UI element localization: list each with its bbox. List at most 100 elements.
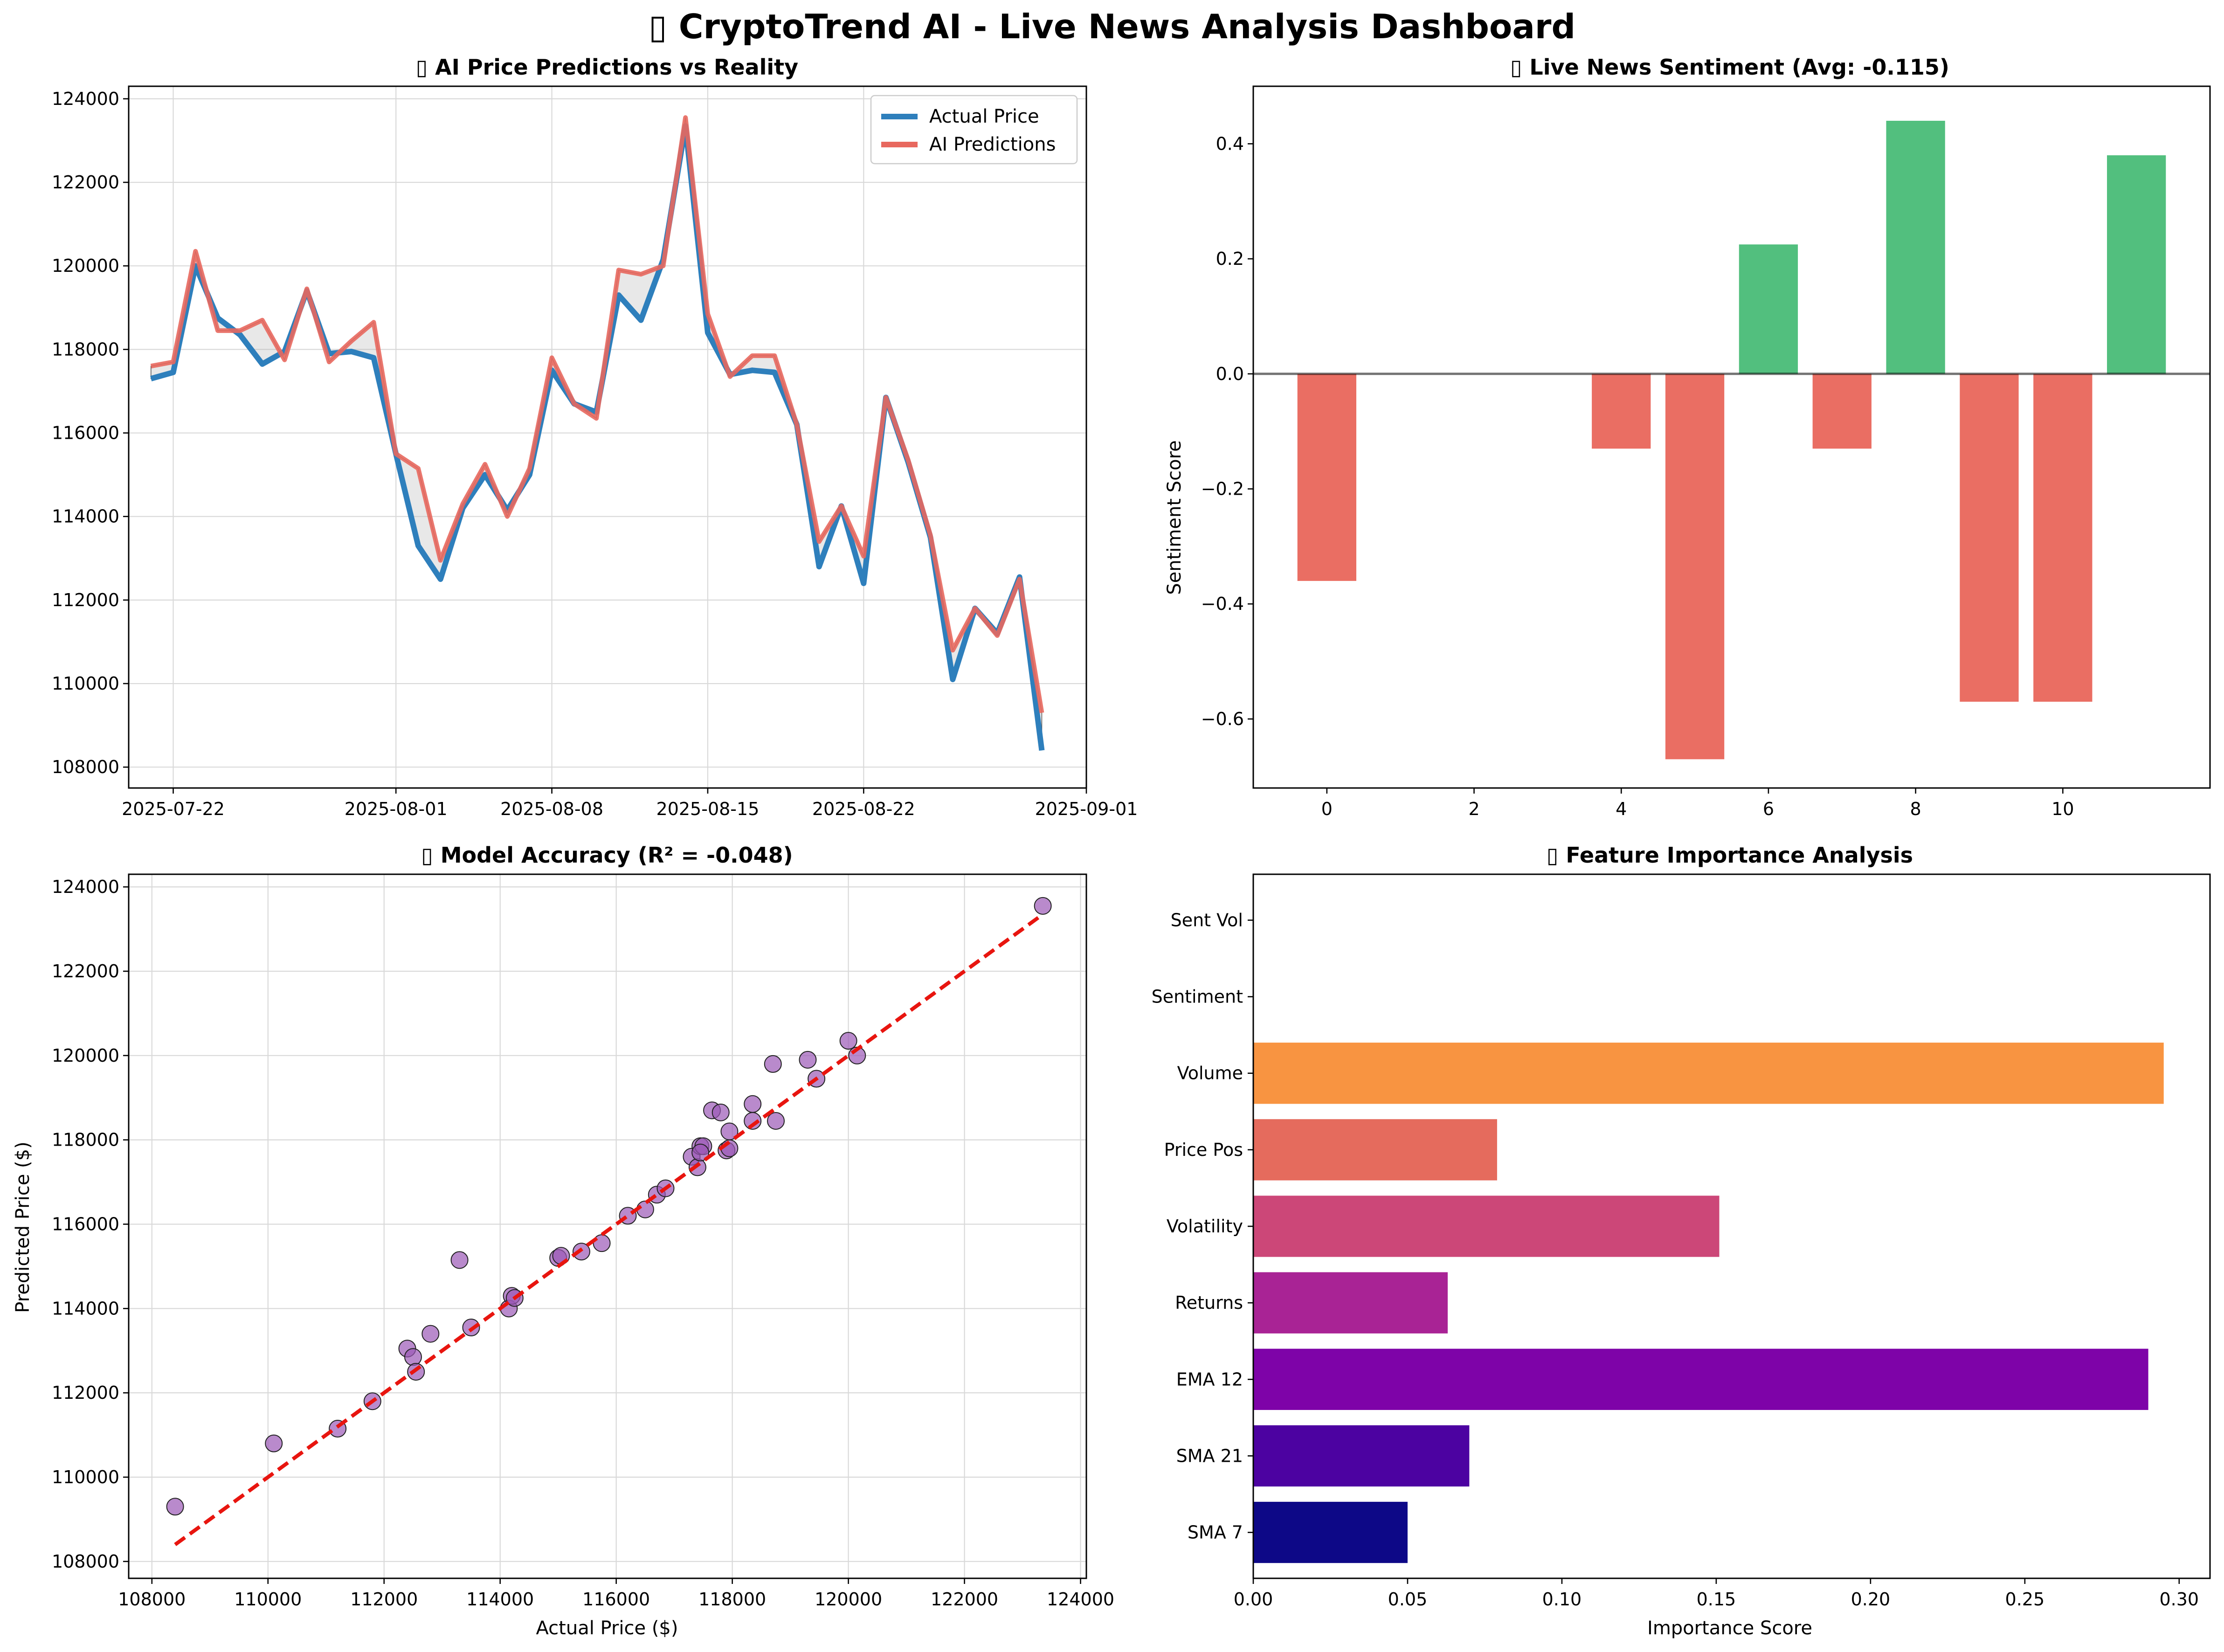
price-ytick-label: 114000 — [52, 506, 119, 527]
price-xtick-label: 2025-08-01 — [345, 799, 448, 819]
legend-actual-label: Actual Price — [929, 106, 1039, 127]
feature-category-label: Returns — [1175, 1293, 1243, 1313]
accuracy-ylabel: Predicted Price ($) — [12, 1141, 34, 1313]
price-xtick-label: 2025-08-08 — [500, 799, 603, 819]
price-plot-frame — [128, 85, 1087, 789]
price-ytick-label: 118000 — [52, 339, 119, 359]
accuracy-ytick-label: 120000 — [52, 1045, 119, 1066]
sentiment-bar — [2107, 155, 2166, 374]
accuracy-point — [1034, 897, 1052, 915]
price-xtick-label: 2025-08-15 — [656, 799, 760, 819]
sentiment-xtick-label: 8 — [1910, 799, 1921, 819]
feature-plot-frame — [1252, 873, 2211, 1579]
feature-bar — [1253, 1425, 1470, 1487]
accuracy-ytick-label: 116000 — [52, 1214, 119, 1234]
sentiment-ytick-label: 0.4 — [1216, 133, 1244, 154]
feature-bar — [1253, 1196, 1720, 1257]
accuracy-point — [450, 1251, 469, 1269]
sentiment-xtick-label: 2 — [1468, 799, 1479, 819]
accuracy-ytick-label: 122000 — [52, 961, 119, 982]
legend-prediction-label: AI Predictions — [929, 134, 1056, 155]
feature-bar — [1253, 1272, 1448, 1334]
price-chart-title: ▯ AI Price Predictions vs Reality — [416, 55, 798, 80]
feature-category-label: Sent Vol — [1171, 910, 1243, 930]
accuracy-xtick-label: 114000 — [466, 1589, 534, 1610]
accuracy-ytick-label: 108000 — [52, 1551, 119, 1572]
feature-category-label: EMA 12 — [1176, 1369, 1243, 1389]
feature-xtick-label: 0.30 — [2160, 1589, 2199, 1610]
accuracy-ytick-label: 112000 — [52, 1382, 119, 1403]
price-ytick-label: 124000 — [52, 89, 119, 109]
feature-bar — [1253, 1043, 2164, 1104]
sentiment-ytick-label: 0.2 — [1216, 249, 1244, 269]
accuracy-xtick-label: 122000 — [931, 1589, 998, 1610]
accuracy-xtick-label: 118000 — [698, 1589, 766, 1610]
accuracy-point — [593, 1234, 611, 1252]
sentiment-ytick-label: −0.6 — [1201, 709, 1244, 729]
feature-category-label: Volatility — [1167, 1216, 1243, 1237]
feature-xtick-label: 0.20 — [1851, 1589, 1891, 1610]
sentiment-ytick-label: 0.0 — [1216, 364, 1244, 384]
accuracy-ytick-label: 118000 — [52, 1130, 119, 1150]
sentiment-chart: ▯ Live News Sentiment (Avg: -0.115) Sent… — [1164, 55, 2211, 819]
accuracy-ytick-label: 114000 — [52, 1298, 119, 1319]
feature-bar — [1253, 1119, 1497, 1181]
sentiment-xtick-label: 4 — [1616, 799, 1627, 819]
accuracy-plot-frame — [128, 873, 1087, 1579]
price-xtick-label: 2025-07-22 — [122, 799, 225, 819]
perfect-fit-line — [174, 912, 1044, 1546]
accuracy-xtick-label: 110000 — [234, 1589, 302, 1610]
price-xtick-label: 2025-08-22 — [812, 799, 915, 819]
feature-category-label: Price Pos — [1164, 1140, 1243, 1160]
feature-category-label: SMA 21 — [1176, 1445, 1243, 1466]
sentiment-bar — [1960, 373, 2019, 702]
feature-category-label: SMA 7 — [1188, 1522, 1243, 1543]
sentiment-bar — [1665, 373, 1725, 760]
sentiment-xtick-label: 10 — [2051, 799, 2074, 819]
accuracy-point — [404, 1348, 422, 1366]
sentiment-chart-title: ▯ Live News Sentiment (Avg: -0.115) — [1510, 55, 1949, 80]
sentiment-ytick-label: −0.2 — [1201, 479, 1244, 499]
price-ytick-label: 122000 — [52, 172, 119, 193]
sentiment-ylabel: Sentiment Score — [1164, 440, 1185, 595]
accuracy-point — [421, 1325, 440, 1343]
feature-xtick-label: 0.05 — [1388, 1589, 1428, 1610]
accuracy-point — [691, 1143, 710, 1161]
sentiment-xtick-label: 0 — [1321, 799, 1333, 819]
feature-importance-chart: ▯ Feature Importance Analysis Importance… — [1152, 843, 2211, 1639]
sentiment-bar — [1812, 373, 1872, 449]
feature-category-label: Volume — [1177, 1063, 1243, 1084]
price-legend-box — [870, 95, 1078, 165]
price-prediction-chart: ▯ AI Price Predictions vs Reality 108000… — [52, 55, 1138, 819]
accuracy-xlabel: Actual Price ($) — [536, 1617, 678, 1639]
ai-prediction-line — [150, 115, 1044, 713]
feature-xtick-label: 0.00 — [1234, 1589, 1273, 1610]
sentiment-bar — [1592, 373, 1651, 449]
feature-xtick-label: 0.10 — [1542, 1589, 1582, 1610]
feature-xtick-label: 0.15 — [1697, 1589, 1736, 1610]
accuracy-point — [767, 1112, 785, 1130]
accuracy-xtick-label: 112000 — [350, 1589, 418, 1610]
feature-bar — [1253, 1348, 2148, 1410]
feature-xtick-label: 0.25 — [2005, 1589, 2045, 1610]
accuracy-point — [265, 1434, 283, 1452]
accuracy-chart-title: ▯ Model Accuracy (R² = -0.048) — [421, 843, 793, 868]
feature-xlabel: Importance Score — [1647, 1617, 1812, 1639]
accuracy-scatter-chart: ▯ Model Accuracy (R² = -0.048) Actual Pr… — [12, 843, 1114, 1639]
accuracy-ytick-label: 124000 — [52, 877, 119, 897]
price-ytick-label: 108000 — [52, 757, 119, 777]
sentiment-xtick-label: 6 — [1763, 799, 1774, 819]
sentiment-plot-frame — [1252, 85, 2211, 789]
accuracy-grid — [129, 874, 1086, 1578]
feature-category-label: Sentiment — [1152, 987, 1243, 1007]
feature-chart-title: ▯ Feature Importance Analysis — [1547, 843, 1913, 868]
sentiment-ytick-label: −0.4 — [1201, 594, 1244, 614]
accuracy-xtick-label: 116000 — [582, 1589, 650, 1610]
accuracy-xtick-label: 108000 — [118, 1589, 186, 1610]
feature-bar — [1253, 1501, 1408, 1563]
accuracy-xtick-label: 120000 — [815, 1589, 882, 1610]
sentiment-bar — [1297, 373, 1356, 581]
accuracy-point — [799, 1051, 817, 1069]
accuracy-point — [166, 1498, 184, 1516]
